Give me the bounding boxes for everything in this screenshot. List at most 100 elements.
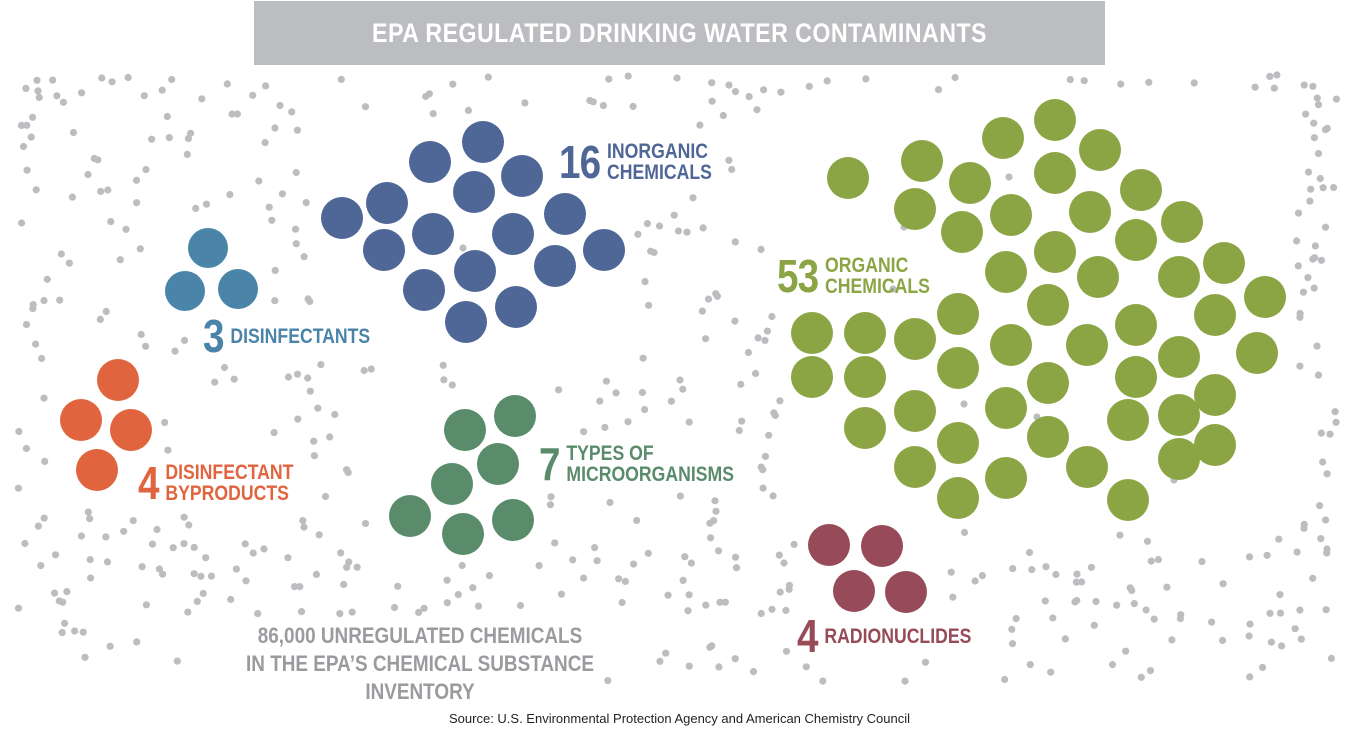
- unregulated-dot: [521, 99, 529, 107]
- count-radionuclides: 4: [797, 610, 818, 662]
- unregulated-line-1: 86,000 UNREGULATED CHEMICALS: [257, 623, 583, 648]
- unregulated-dot: [1327, 654, 1335, 663]
- unregulated-dot: [768, 312, 776, 321]
- organic-bubble: [1244, 276, 1286, 318]
- inorganic-bubble: [583, 229, 625, 271]
- unregulated-dot: [707, 534, 715, 542]
- unregulated-dot: [15, 427, 23, 436]
- unregulated-dot: [104, 186, 112, 194]
- unregulated-dot: [1087, 563, 1095, 571]
- disinfectants-bubble: [188, 228, 228, 268]
- unregulated-dot: [1310, 134, 1318, 142]
- unregulated-dot: [254, 610, 262, 618]
- unregulated-dot: [228, 110, 236, 118]
- unregulated-dot: [268, 216, 276, 224]
- unregulated-dot: [765, 431, 773, 439]
- inorganic-bubble: [445, 301, 487, 343]
- inorganic-bubble: [453, 171, 495, 213]
- unregulated-dot: [638, 388, 647, 397]
- unregulated-dot: [292, 168, 300, 177]
- unregulated-dot: [137, 330, 145, 339]
- unregulated-dot: [569, 556, 577, 564]
- unregulated-dot: [1316, 502, 1324, 510]
- unregulated-dot: [769, 492, 777, 500]
- unregulated-dot: [689, 194, 697, 202]
- organic-bubble: [1027, 362, 1069, 404]
- unregulated-dot: [443, 599, 451, 607]
- unregulated-dot: [270, 429, 278, 437]
- organic-bubble: [1066, 446, 1108, 488]
- unregulated-dot: [102, 307, 110, 315]
- unregulated-dot: [1246, 673, 1254, 681]
- unregulated-dot: [199, 589, 207, 598]
- inorganic-bubble: [534, 245, 576, 287]
- unregulated-dot: [1313, 94, 1321, 102]
- unregulated-dot: [744, 348, 753, 357]
- unregulated-dot: [1267, 638, 1275, 646]
- unregulated-dot: [731, 655, 739, 663]
- unregulated-dot: [731, 88, 740, 96]
- unregulated-dot: [776, 397, 784, 405]
- unregulated-dot: [731, 553, 740, 561]
- organic-bubble: [901, 140, 943, 182]
- unregulated-dot: [951, 73, 959, 82]
- organic-bubble: [1161, 201, 1203, 243]
- unregulated-dot: [819, 677, 827, 685]
- unregulated-dot: [599, 102, 608, 110]
- unregulated-dot: [33, 76, 41, 84]
- unregulated-dot: [645, 301, 653, 309]
- unregulated-dot: [1314, 371, 1323, 379]
- unregulated-dot: [68, 193, 76, 201]
- unregulated-dot: [731, 238, 739, 246]
- unregulated-dot: [1061, 635, 1069, 643]
- organic-bubble: [1066, 324, 1108, 366]
- inorganic-bubble: [501, 155, 543, 197]
- unregulated-dot: [757, 463, 765, 471]
- unregulated-dot: [1042, 563, 1050, 571]
- unregulated-dot: [1092, 597, 1100, 606]
- unregulated-dot: [51, 589, 59, 597]
- unregulated-dot: [96, 315, 104, 323]
- disinfectants-bubble: [165, 271, 205, 311]
- unregulated-dot: [782, 647, 791, 655]
- unregulated-dot: [1313, 342, 1321, 350]
- unregulated-dot: [1304, 274, 1312, 282]
- unregulated-dot: [180, 540, 188, 548]
- unregulated-dot: [1117, 80, 1125, 88]
- inorganic-bubble: [363, 229, 405, 271]
- unregulated-dot: [624, 418, 632, 426]
- unregulated-dot: [292, 240, 300, 248]
- unregulated-dot: [1332, 418, 1340, 426]
- unregulated-dot: [621, 577, 630, 586]
- unregulated-dot: [1147, 557, 1155, 565]
- unregulated-dot: [310, 452, 318, 460]
- unregulated-dot: [261, 139, 269, 147]
- unregulated-dot: [183, 150, 191, 158]
- unregulated-dot: [1113, 601, 1121, 609]
- microorganisms-bubble: [477, 443, 519, 485]
- unregulated-dot: [685, 418, 693, 426]
- unregulated-dot: [715, 663, 723, 671]
- unregulated-dot: [448, 381, 456, 389]
- unregulated-dot: [40, 394, 48, 402]
- unregulated-dot: [129, 517, 137, 525]
- unregulated-dot: [226, 191, 234, 199]
- unregulated-dot: [132, 176, 141, 184]
- unregulated-dot: [345, 558, 353, 566]
- unregulated-dot: [546, 501, 555, 509]
- inorganic-bubble: [403, 269, 445, 311]
- unregulated-dot: [1078, 578, 1086, 586]
- unregulated-dot: [630, 560, 638, 568]
- unregulated-dot: [1291, 625, 1299, 633]
- unregulated-dot: [679, 385, 687, 393]
- unregulated-dot: [27, 133, 35, 141]
- microorganisms-bubble: [444, 409, 486, 451]
- unregulated-dot: [1245, 553, 1254, 561]
- unregulated-dot: [1146, 667, 1155, 675]
- unregulated-dot: [1108, 661, 1117, 669]
- unregulated-dot: [78, 89, 86, 97]
- unregulated-dot: [712, 507, 720, 515]
- unregulated-dot: [484, 73, 492, 81]
- unregulated-dot: [232, 565, 240, 573]
- unregulated-dot: [901, 677, 909, 685]
